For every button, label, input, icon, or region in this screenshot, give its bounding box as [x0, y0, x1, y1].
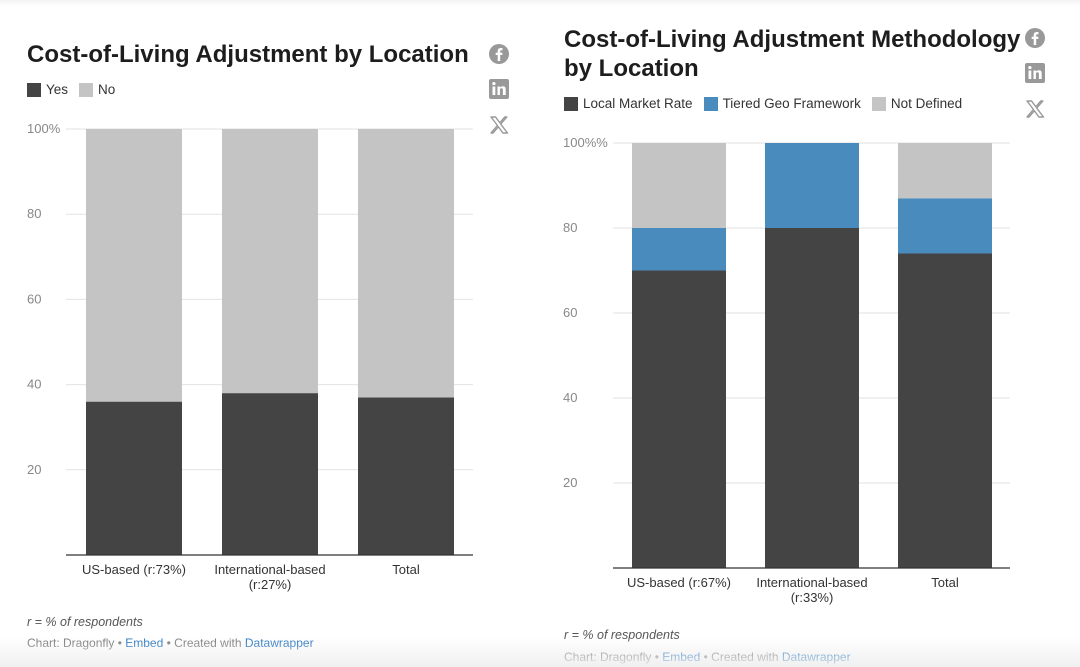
right-chart-plot: 20 40 60 80 100%% US-based (r:67%) Internation… [563, 135, 1010, 605]
legend-item-tiered-geo-framework: Tiered Geo Framework [703, 96, 861, 111]
bar-yes-international-based [222, 393, 318, 555]
right-datawrapper-link[interactable]: Datawrapper [781, 650, 851, 664]
linkedin-icon[interactable] [1024, 62, 1046, 84]
legend-label-yes: Yes [46, 82, 69, 97]
left-footnote: r = % of respondents [27, 615, 143, 629]
bar-local-market-rate-total [898, 253, 992, 568]
left-embed-link[interactable]: Embed [125, 636, 164, 650]
chart-panel-left: Cost-of-Living Adjustment by Location Ye… [27, 41, 510, 650]
x-category-label: (r:27%) [249, 577, 292, 592]
bar-local-market-rate-us-based-r-67 [632, 270, 726, 568]
y-tick-label: 80 [27, 206, 41, 221]
y-tick-label: 100%% [563, 135, 608, 150]
bar-yes-total [358, 397, 454, 555]
top-edge [0, 0, 1080, 6]
bar-no-international-based [222, 129, 318, 394]
right-footnote: r = % of respondents [564, 628, 680, 642]
bar-no-us-based-r-73 [86, 129, 182, 402]
legend-label-no: No [98, 82, 116, 97]
right-credit-prefix: Chart: Dragonfly • [564, 650, 659, 664]
left-credit: Chart: Dragonfly • Embed • Created with … [27, 636, 314, 650]
y-tick-label: 40 [27, 377, 41, 392]
bar-not-defined-total [898, 143, 992, 199]
chart-panel-right: Cost-of-Living Adjustment Methodology by… [540, 0, 1080, 667]
y-tick-label: 60 [563, 305, 577, 320]
legend-swatch-no [79, 82, 94, 97]
legend-label-not-defined: Not Defined [890, 96, 963, 111]
x-icon[interactable] [1024, 98, 1046, 120]
left-chart-title: Cost-of-Living Adjustment by Location [27, 41, 469, 68]
right-credit-middle: • Created with [703, 650, 779, 664]
bar-yes-us-based-r-73 [86, 401, 182, 555]
legend-item-not-defined: Not Defined [871, 96, 963, 111]
legend-swatch-not-defined [871, 96, 886, 111]
x-category-label: US-based (r:73%) [82, 562, 186, 577]
right-embed-link[interactable]: Embed [662, 650, 701, 664]
bar-tiered-geo-framework-total [898, 198, 992, 254]
x-category-label: Total [392, 562, 420, 577]
y-tick-label: 100% [27, 121, 61, 136]
right-credit: Chart: Dragonfly • Embed • Created with … [564, 650, 851, 664]
x-category-label: (r:33%) [791, 590, 834, 605]
x-category-label: Total [931, 575, 959, 590]
legend-swatch-local-market-rate [564, 96, 578, 111]
y-tick-label: 80 [563, 220, 577, 235]
bar-local-market-rate-international-based [765, 228, 859, 568]
legend-swatch-tiered-geo-framework [703, 96, 718, 111]
left-credit-middle: • Created with [166, 636, 242, 650]
legend-item-no: No [79, 82, 115, 97]
bar-tiered-geo-framework-us-based-r-67 [632, 228, 726, 271]
bar-no-total [358, 129, 454, 398]
x-category-label: International-based [214, 562, 325, 577]
y-tick-label: 40 [563, 390, 577, 405]
left-datawrapper-link[interactable]: Datawrapper [244, 636, 314, 650]
bar-not-defined-us-based-r-67 [632, 143, 726, 228]
facebook-icon[interactable] [1024, 27, 1046, 49]
bar-tiered-geo-framework-international-based [765, 143, 859, 228]
linkedin-icon[interactable] [488, 78, 510, 100]
y-tick-label: 20 [563, 475, 577, 490]
right-title-line2: by Location [564, 55, 699, 82]
legend-item-local-market-rate: Local Market Rate [564, 96, 693, 111]
y-tick-label: 60 [27, 291, 41, 306]
x-category-label: International-based [756, 575, 867, 590]
x-icon[interactable] [488, 114, 510, 136]
legend-label-local-market-rate: Local Market Rate [583, 96, 693, 111]
left-legend: Yes No [27, 82, 126, 97]
left-chart-plot: 20 40 60 80 100% US-based (r:73%) Internationa… [27, 121, 473, 592]
right-title-line1: Cost-of-Living Adjustment Methodology [564, 26, 1021, 53]
right-chart-title: Cost-of-Living Adjustment Methodology by… [564, 25, 1020, 83]
y-tick-label: 20 [27, 462, 41, 477]
legend-swatch-yes [27, 82, 41, 97]
x-category-label: US-based (r:67%) [627, 575, 731, 590]
right-legend: Local Market Rate Tiered Geo Framework N… [564, 96, 973, 111]
left-credit-prefix: Chart: Dragonfly • [27, 636, 122, 650]
legend-label-tiered-geo-framework: Tiered Geo Framework [722, 96, 861, 111]
legend-item-yes: Yes [27, 82, 68, 97]
facebook-icon[interactable] [488, 43, 510, 65]
